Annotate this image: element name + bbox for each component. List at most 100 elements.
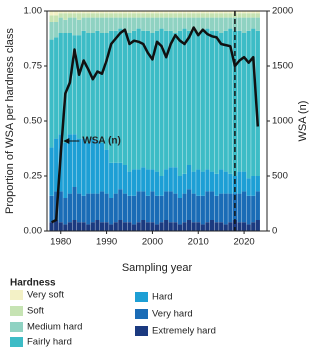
bar-segment — [76, 13, 82, 20]
bar-segment — [255, 13, 260, 18]
bar-segment — [232, 220, 238, 231]
bar-segment — [145, 17, 150, 31]
bar-segment — [168, 17, 173, 31]
bar-segment — [168, 191, 173, 223]
bar-segment — [246, 11, 251, 14]
bar-segment — [164, 30, 169, 170]
bar-segment — [237, 30, 242, 172]
bar-segment — [131, 30, 137, 170]
bar-segment — [219, 13, 224, 18]
bar-segment — [99, 191, 105, 223]
legend-swatch — [135, 326, 148, 336]
bar-segment — [90, 11, 95, 14]
bar-segment — [104, 11, 109, 14]
bar-segment — [127, 171, 132, 196]
bar-segment — [159, 13, 164, 18]
bar-segment — [90, 193, 95, 223]
bar-segment — [118, 11, 123, 14]
bar-segment — [49, 22, 54, 40]
bar-segment — [154, 171, 160, 196]
bar-segment — [232, 17, 238, 31]
bar-segment — [186, 17, 192, 31]
bar-segment — [173, 13, 178, 18]
bar-segment — [200, 171, 205, 196]
bar-segment — [95, 220, 100, 231]
bar-segment — [54, 220, 59, 231]
bar-segment — [122, 30, 128, 165]
bar-segment — [145, 30, 150, 170]
bar-segment — [122, 17, 128, 31]
bar-segment — [145, 195, 150, 223]
x-tick-label: 2020 — [234, 237, 255, 248]
bar-segment — [255, 30, 260, 176]
bar-segment — [246, 30, 251, 179]
bar-segment — [136, 13, 141, 18]
bar-segment — [223, 193, 228, 225]
y-tick-label: 0.25 — [24, 171, 43, 182]
bar-segment — [173, 33, 178, 168]
bar-segment — [168, 11, 173, 14]
bar-segment — [173, 11, 178, 14]
bar-segment — [177, 11, 183, 14]
bar-segment — [200, 195, 205, 225]
bar-segment — [182, 11, 187, 14]
legend-swatch — [10, 306, 23, 316]
bar-segment — [246, 13, 251, 18]
bar-segment — [177, 198, 183, 225]
bar-segment — [49, 39, 54, 148]
bar-segment — [113, 193, 118, 223]
bar-segment — [209, 13, 215, 18]
bar-segment — [191, 171, 196, 194]
bar-segment — [196, 11, 201, 14]
bar-segment — [109, 17, 114, 31]
bar-segment — [49, 195, 54, 223]
bar-segment — [136, 11, 141, 14]
bar-segment — [86, 11, 91, 14]
bar-segment — [196, 13, 201, 18]
bar-segment — [251, 28, 256, 176]
bar-segment — [177, 224, 183, 231]
bar-segment — [255, 176, 260, 192]
bar-segment — [246, 17, 251, 31]
bar-segment — [127, 222, 132, 231]
bar-segment — [219, 33, 224, 170]
bar-segment — [95, 140, 100, 194]
x-axis-title: Sampling year — [122, 262, 193, 274]
bar-segment — [209, 17, 215, 31]
legend-label: Very hard — [152, 309, 193, 320]
bar-segment — [122, 13, 128, 18]
bar-segment — [86, 193, 91, 225]
bar-segment — [196, 33, 201, 170]
bar-segment — [145, 11, 150, 14]
bar-segment — [122, 11, 128, 14]
bar-segment — [251, 11, 256, 14]
bar-segment — [251, 222, 256, 231]
bar-segment — [63, 19, 68, 33]
bar-segment — [81, 17, 86, 31]
bar-segment — [86, 17, 91, 33]
bar-segment — [63, 33, 68, 143]
bar-segment — [90, 138, 95, 194]
bar-segment — [109, 224, 114, 231]
bar-segment — [214, 13, 219, 18]
bar-segment — [109, 11, 114, 14]
bar-segment — [95, 30, 100, 141]
wsa-line — [51, 26, 260, 224]
bar-segment — [90, 17, 95, 33]
bar-segment — [131, 11, 137, 14]
bar-segment — [255, 17, 260, 31]
bar-segment — [150, 11, 155, 14]
bar-segment — [58, 13, 63, 18]
bar-segment — [251, 176, 256, 196]
bar-segment — [177, 30, 183, 176]
legend-title: Hardness — [10, 278, 56, 289]
bar-segment — [164, 191, 169, 220]
bar-segment — [223, 171, 228, 194]
bar-segment — [145, 169, 150, 196]
bar-segment — [209, 220, 215, 231]
bar-segment — [150, 169, 155, 192]
bar-segment — [164, 169, 169, 192]
bar-segment — [251, 195, 256, 223]
bar-segment — [54, 37, 59, 139]
bar-segment — [118, 17, 123, 29]
